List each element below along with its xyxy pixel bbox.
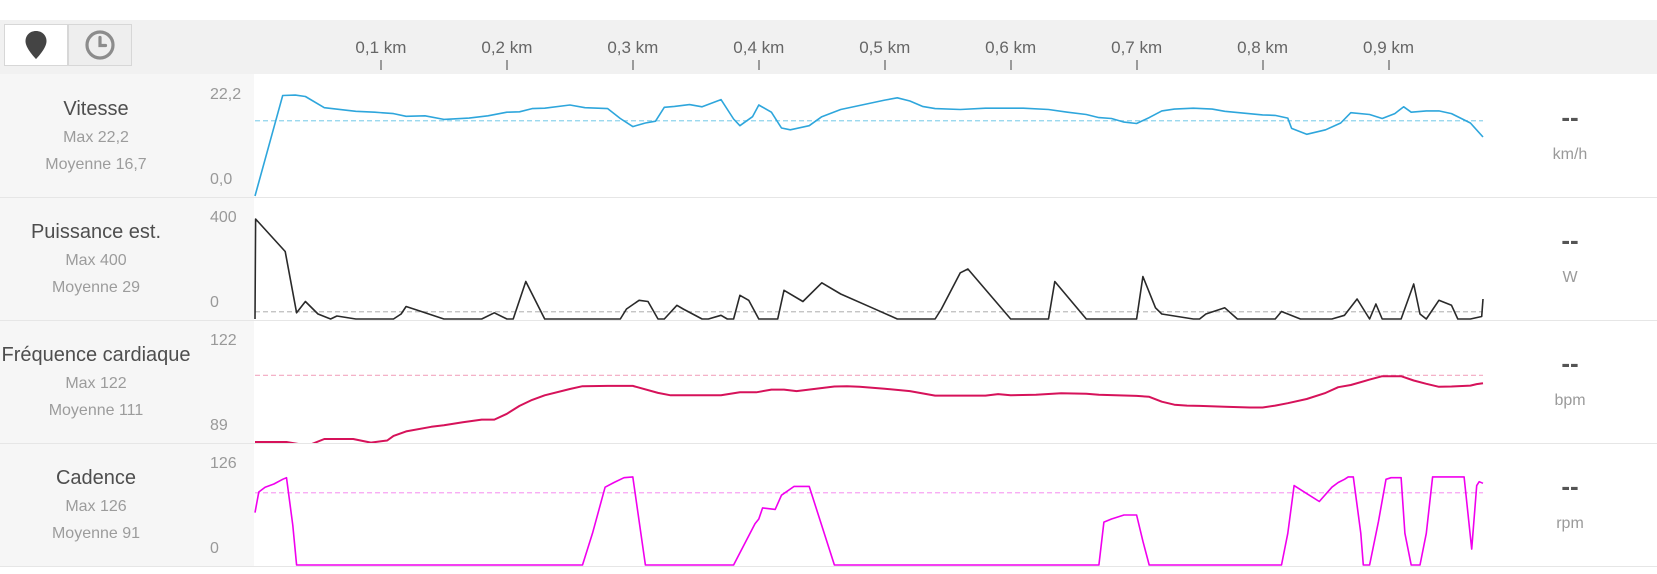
y-axis-gutter bbox=[200, 443, 254, 566]
metric-max: Max 400 bbox=[65, 252, 127, 269]
y-max-label: 122 bbox=[210, 332, 237, 349]
y-min-label: 89 bbox=[210, 417, 228, 434]
metric-name: Fréquence cardiaque bbox=[1, 344, 191, 366]
current-value: -- bbox=[1561, 225, 1579, 255]
x-tick-label: 0,9 km bbox=[1363, 38, 1415, 57]
speed-current: -- km/h bbox=[1483, 74, 1657, 197]
x-tick-mark bbox=[757, 60, 760, 70]
row-divider bbox=[0, 197, 1657, 198]
x-tick-mark bbox=[1261, 60, 1264, 70]
x-axis-bar: 0,1 km 0,2 km 0,3 km 0,4 km 0,5 km 0,6 km 0,7 … bbox=[0, 20, 1657, 74]
x-tick-label: 0,1 km bbox=[355, 38, 407, 57]
power-chart[interactable] bbox=[254, 197, 1484, 320]
x-tick-label: 0,4 km bbox=[733, 38, 785, 57]
cadence-chart[interactable] bbox=[254, 443, 1484, 566]
speed-chart[interactable] bbox=[254, 74, 1484, 197]
top-strip bbox=[0, 0, 1657, 20]
cadence-summary: Cadence Max 126 Moyenne 91 bbox=[0, 443, 200, 566]
plot-area[interactable] bbox=[254, 443, 1483, 566]
cadence-panel: Cadence Max 126 Moyenne 91 126 0 -- rpm bbox=[0, 443, 1657, 566]
x-tick-label: 0,2 km bbox=[481, 38, 533, 57]
heart-panel: Fréquence cardiaque Max 122 Moyenne 111 122… bbox=[0, 320, 1657, 446]
y-max-label: 400 bbox=[210, 209, 237, 226]
x-tick-label: 0,3 km bbox=[607, 38, 659, 57]
row-divider bbox=[0, 566, 1657, 567]
speed-panel: Vitesse Max 22,2 Moyenne 16,7 22,2 0,0 -- km/h bbox=[0, 74, 1657, 197]
y-min-label: 0,0 bbox=[210, 171, 233, 188]
plot-area[interactable] bbox=[254, 74, 1483, 197]
map-pin-icon bbox=[25, 31, 47, 59]
plot-area[interactable] bbox=[254, 197, 1483, 320]
metric-name: Puissance est. bbox=[30, 221, 162, 243]
y-axis-gutter bbox=[200, 74, 254, 197]
metric-name: Vitesse bbox=[63, 98, 129, 120]
x-tick-mark bbox=[505, 60, 508, 70]
heart-chart[interactable] bbox=[254, 320, 1484, 446]
x-tick-label: 0,7 km bbox=[1111, 38, 1163, 57]
metric-average: Moyenne 111 bbox=[48, 402, 144, 419]
power-panel: Puissance est. Max 400 Moyenne 29 400 0 -- W bbox=[0, 197, 1657, 320]
y-min-label: 0 bbox=[210, 294, 219, 311]
heart-summary: Fréquence cardiaque Max 122 Moyenne 111 bbox=[0, 320, 200, 443]
x-tick-label: 0,5 km bbox=[859, 38, 911, 57]
x-tick-mark bbox=[631, 60, 634, 70]
power-current: -- W bbox=[1483, 197, 1657, 320]
x-tick-mark bbox=[1009, 60, 1012, 70]
metric-average: Moyenne 91 bbox=[51, 525, 141, 542]
metric-max: Max 22,2 bbox=[63, 129, 129, 146]
heart-current: -- bpm bbox=[1483, 320, 1657, 443]
speed-series-line bbox=[254, 94, 1484, 197]
speed-summary: Vitesse Max 22,2 Moyenne 16,7 bbox=[0, 74, 200, 197]
current-value: -- bbox=[1561, 102, 1579, 132]
unit-label: bpm bbox=[1554, 392, 1586, 409]
unit-label: W bbox=[1562, 269, 1578, 286]
unit-label: km/h bbox=[1552, 146, 1588, 163]
y-axis-gutter bbox=[200, 320, 254, 443]
metric-average: Moyenne 29 bbox=[51, 279, 141, 296]
metric-name: Cadence bbox=[55, 467, 137, 489]
power-summary: Puissance est. Max 400 Moyenne 29 bbox=[0, 197, 200, 320]
y-axis-gutter bbox=[200, 197, 254, 320]
current-value: -- bbox=[1561, 348, 1579, 378]
x-tick-mark bbox=[1135, 60, 1138, 70]
row-divider bbox=[0, 443, 1657, 444]
y-max-label: 22,2 bbox=[210, 86, 242, 103]
metric-max: Max 126 bbox=[65, 498, 127, 515]
metric-max: Max 122 bbox=[65, 375, 127, 392]
current-value: -- bbox=[1561, 471, 1579, 501]
heart-series-line bbox=[255, 375, 1484, 446]
power-series-line bbox=[254, 218, 1484, 320]
x-tick-mark bbox=[379, 60, 382, 70]
x-tick-mark bbox=[883, 60, 886, 70]
x-tick-label: 0,8 km bbox=[1237, 38, 1289, 57]
y-max-label: 126 bbox=[210, 455, 237, 472]
cadence-series-line bbox=[254, 476, 1484, 566]
unit-label: rpm bbox=[1556, 515, 1584, 532]
x-tick-mark bbox=[1387, 60, 1390, 70]
distance-mode-button[interactable] bbox=[4, 24, 68, 66]
time-mode-button[interactable] bbox=[68, 24, 132, 66]
row-divider bbox=[0, 320, 1657, 321]
metric-average: Moyenne 16,7 bbox=[45, 156, 147, 173]
y-min-label: 0 bbox=[210, 540, 219, 557]
cadence-current: -- rpm bbox=[1483, 443, 1657, 566]
clock-icon bbox=[85, 30, 115, 60]
x-tick-label: 0,6 km bbox=[985, 38, 1037, 57]
